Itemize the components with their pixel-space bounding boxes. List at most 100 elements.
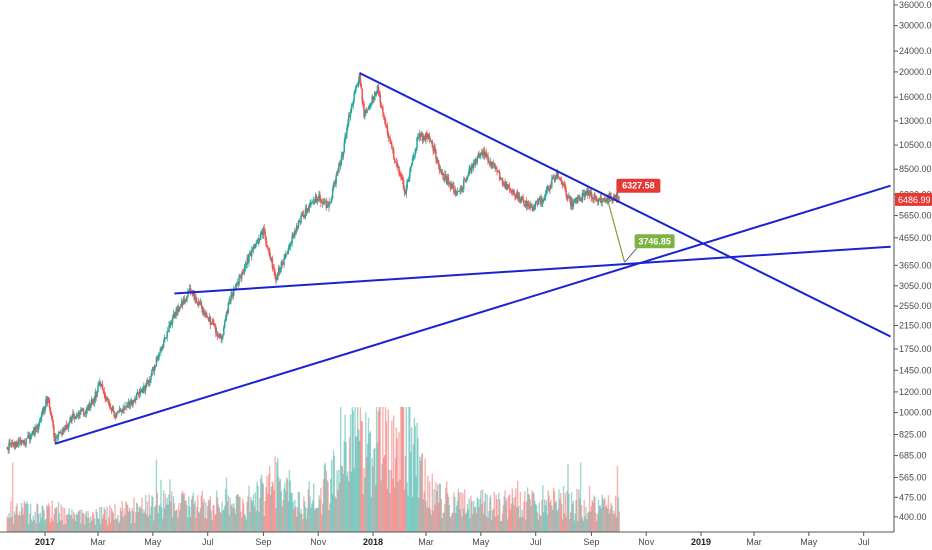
candle-body <box>427 135 430 139</box>
candle-body <box>246 257 248 265</box>
candle-body <box>201 305 204 313</box>
candle-body <box>279 268 282 272</box>
candle-body <box>471 164 473 172</box>
trendline-ascending-support[interactable] <box>54 184 891 445</box>
volume-bar <box>390 469 392 532</box>
y-tick-label: 1450.00 <box>899 365 932 375</box>
volume-bar <box>344 414 346 532</box>
volume-bar <box>100 524 102 532</box>
trendline-descending-resistance[interactable] <box>359 72 892 338</box>
candle-body <box>333 182 336 185</box>
candle-body <box>46 399 48 404</box>
candle-body <box>222 334 224 338</box>
candle-body <box>115 412 117 418</box>
volume-bar <box>304 507 307 532</box>
volume-bar <box>348 481 350 532</box>
volume-bar <box>537 519 540 532</box>
candle-body <box>522 197 524 201</box>
volume-bar <box>105 519 107 532</box>
candle-body <box>605 199 608 202</box>
volume-bar <box>397 481 399 532</box>
y-tick-label: 8500.00 <box>899 164 932 174</box>
candle-body <box>120 411 123 412</box>
volume-bar <box>312 483 315 532</box>
candle-body <box>527 203 530 206</box>
candle-body <box>204 313 206 317</box>
volume-bar <box>91 511 94 532</box>
candle-body <box>11 443 13 445</box>
candle-body <box>477 154 479 158</box>
candle-body <box>454 189 456 193</box>
trendline-horizontal-support[interactable] <box>174 245 891 295</box>
candle-body <box>389 137 391 142</box>
volume-bar <box>476 497 478 532</box>
volume-bar <box>94 524 97 532</box>
candle-body <box>398 166 400 174</box>
candle-body <box>268 249 271 257</box>
volume-bar <box>294 499 296 532</box>
candle-body <box>383 116 386 121</box>
volume-bar <box>610 502 612 532</box>
candle-body <box>131 400 133 405</box>
volume-bar <box>155 459 158 532</box>
volume-bar <box>532 493 534 532</box>
volume-bar <box>453 492 455 532</box>
volume-bar <box>158 505 160 532</box>
candle-body <box>367 107 370 110</box>
volume-bar <box>107 524 109 532</box>
candle-body <box>56 436 59 438</box>
candle-body <box>195 297 197 301</box>
trendline-layer[interactable] <box>54 72 892 445</box>
candle-body <box>385 124 388 126</box>
candle-body <box>487 155 489 162</box>
volume-bar <box>438 483 441 532</box>
candle-body <box>198 301 201 305</box>
candle-body <box>392 148 394 150</box>
candle-body <box>534 205 536 208</box>
volume-bar <box>530 505 532 532</box>
x-tick-label: May <box>472 537 490 547</box>
candle-body <box>18 440 20 446</box>
volume-bar <box>36 503 38 532</box>
candle-body <box>105 398 107 401</box>
candle-body <box>341 155 344 157</box>
candle-body <box>292 234 294 236</box>
candle-body <box>431 141 434 148</box>
candle-body <box>117 410 119 414</box>
volume-bar <box>566 490 568 532</box>
volume-bar <box>342 473 345 532</box>
volume-bar <box>562 485 565 532</box>
volume-bar <box>558 489 560 532</box>
volume-bar <box>583 499 585 532</box>
candle-body <box>41 412 44 416</box>
volume-bar <box>152 497 154 532</box>
volume-bar <box>148 494 150 532</box>
volume-bar <box>549 502 551 532</box>
volume-bar <box>236 494 239 532</box>
volume-bar <box>528 494 531 532</box>
volume-bar <box>608 513 611 532</box>
x-tick-label: Mar <box>90 537 106 547</box>
candle-body <box>429 139 432 142</box>
volume-bar <box>141 497 143 532</box>
volume-bar <box>131 508 133 532</box>
volume-bar <box>130 523 132 532</box>
volume-bar <box>443 512 445 532</box>
volume-bar <box>475 513 478 532</box>
candle-body <box>65 425 68 427</box>
candle-body <box>498 171 500 173</box>
volume-bar <box>256 481 258 532</box>
candle-body <box>319 194 321 202</box>
candle-body <box>373 99 375 101</box>
volume-bar <box>209 496 212 532</box>
candle-body <box>575 198 577 200</box>
candle-body <box>305 208 308 213</box>
candle-body <box>563 183 566 185</box>
volume-bar <box>431 473 434 532</box>
volume-bar <box>146 501 149 532</box>
candle-body <box>565 190 567 196</box>
volume-bar <box>402 407 405 532</box>
candle-body <box>387 132 390 138</box>
volume-bar <box>479 498 481 532</box>
